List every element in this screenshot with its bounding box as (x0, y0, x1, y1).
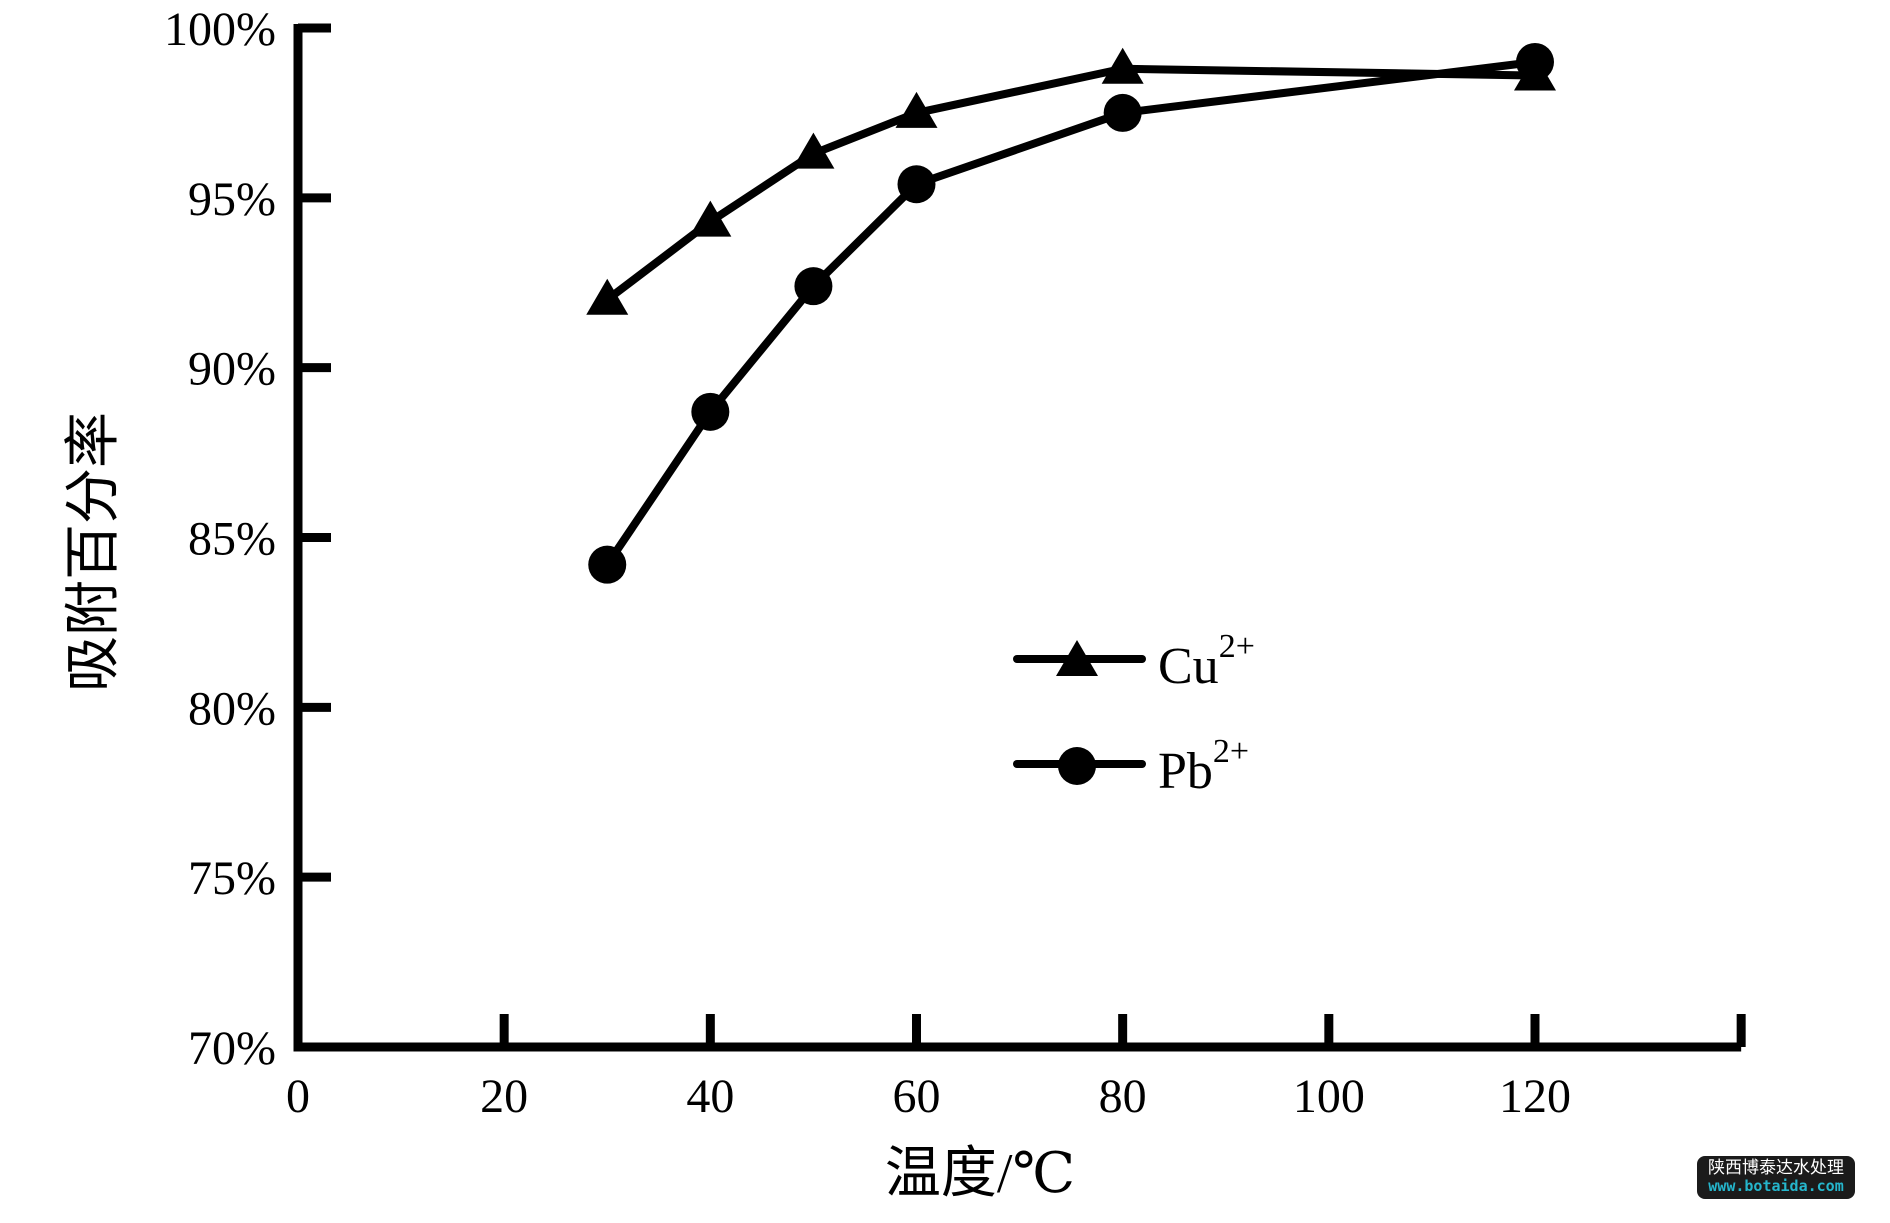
series-pb-marker (897, 165, 936, 204)
x-tick-label: 40 (686, 1070, 734, 1123)
y-tick-label: 85% (188, 513, 276, 566)
x-tick-label: 80 (1099, 1070, 1147, 1123)
series-cu-marker (689, 200, 732, 237)
legend-pb-label: Pb2+ (1158, 733, 1249, 800)
legend-cu-label: Cu2+ (1158, 628, 1255, 695)
legend-pb-marker (1058, 747, 1096, 785)
x-tick-label: 0 (286, 1070, 310, 1123)
watermark-company-text: 陕西博泰达水处理 (1708, 1158, 1844, 1178)
series-pb-marker (1103, 93, 1142, 132)
chart-generated-content: 70% 75% 80% 85% 90% 95% 100% 0 20 40 60 80 100 120 Cu2… (164, 3, 1746, 1123)
y-tick-label: 70% (188, 1022, 276, 1075)
x-axis-title: 温度/℃ (885, 1143, 1075, 1205)
series-cu-marker (586, 278, 629, 315)
legend-pb-label-superscript: 2+ (1213, 733, 1249, 770)
series-cu-marker (792, 132, 835, 169)
series-pb-marker (1515, 42, 1554, 81)
series-pb-marker (794, 267, 833, 306)
x-tick-label: 20 (480, 1070, 528, 1123)
y-tick-label: 95% (188, 173, 276, 226)
x-tick-label: 60 (892, 1070, 940, 1123)
y-axis-title: 吸附百分率 (63, 412, 125, 692)
watermark-url-text: www.botaida.com (1708, 1176, 1844, 1195)
y-tick-label: 90% (188, 343, 276, 396)
series-pb-marker (588, 545, 627, 584)
y-tick-label: 100% (164, 3, 276, 56)
y-tick-label: 75% (188, 852, 276, 905)
x-tick-label: 120 (1499, 1070, 1571, 1123)
series-cu-marker (895, 91, 938, 128)
series-pb-line (603, 57, 1539, 569)
series-pb-marker (691, 392, 730, 431)
y-tick-label: 80% (188, 682, 276, 735)
legend-cu-label-superscript: 2+ (1219, 628, 1255, 665)
watermark-badge: 陕西博泰达水处理 www.botaida.com (1697, 1156, 1855, 1199)
x-tick-label: 100 (1293, 1070, 1365, 1123)
series-cu-line (603, 64, 1539, 304)
legend-cu-marker (1056, 640, 1098, 676)
series-cu-marker (1101, 47, 1144, 84)
